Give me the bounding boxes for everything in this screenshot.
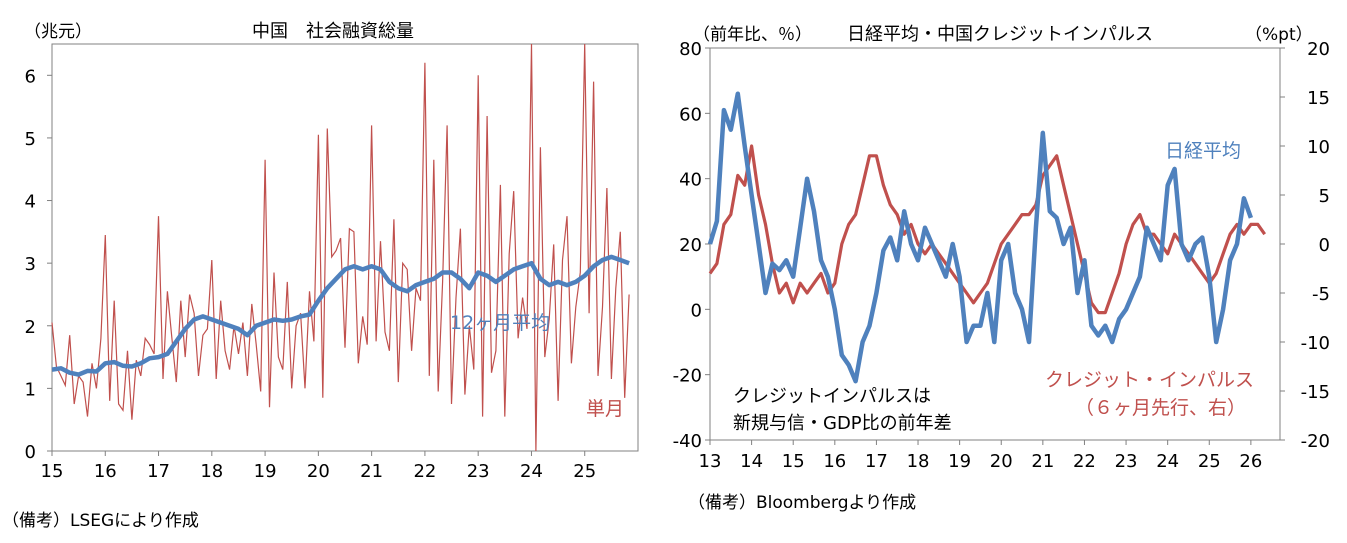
- right-right-y-tick-label: -20: [1301, 431, 1330, 452]
- right-right-y-tick-label: 10: [1307, 137, 1330, 158]
- right-source-note: （備考）Bloombergより作成: [688, 493, 917, 513]
- right-right-y-ticks: -20 -15 -10 -5 0 5 10 15 20: [1280, 39, 1330, 452]
- right-x-tick-label: 22: [1073, 451, 1096, 472]
- right-chart: （前年比、％） 日経平均・中国クレジットインパルス （%pt） -40 -20 0 2…: [673, 24, 1330, 472]
- right-left-y-tick-label: 0: [691, 300, 702, 321]
- left-y-tick-label: 4: [25, 192, 36, 213]
- left-chart-title: 中国 社会融資総量: [252, 21, 414, 42]
- left-x-tick-label: 16: [94, 461, 117, 482]
- left-x-tick-label: 15: [41, 461, 64, 482]
- right-right-axis-label: （%pt）: [1245, 25, 1313, 45]
- right-right-y-tick-label: 0: [1319, 235, 1330, 256]
- annotation-12month-avg: 12ヶ月平均: [450, 312, 550, 334]
- right-left-y-tick-label: 60: [679, 104, 702, 125]
- left-x-tick-label: 22: [413, 461, 436, 482]
- left-x-tick-label: 24: [520, 461, 543, 482]
- annotation-nikkei: 日経平均: [1165, 140, 1241, 162]
- left-source-note: （備考）LSEGにより作成: [2, 511, 199, 531]
- right-right-y-tick-label: 5: [1319, 186, 1330, 207]
- right-x-tick-label: 24: [1156, 451, 1179, 472]
- right-right-y-tick-label: -15: [1301, 382, 1330, 403]
- left-y-tick-label: 6: [25, 66, 36, 87]
- left-y-tick-label: 5: [25, 129, 36, 150]
- right-left-y-tick-label: -20: [673, 366, 702, 387]
- right-chart-title: 日経平均・中国クレジットインパルス: [847, 24, 1153, 45]
- left-x-tick-label: 19: [254, 461, 277, 482]
- left-series-monthly-line: [51, 43, 630, 452]
- annotation-credit-impulse-note: （６ヶ月先行、右）: [1075, 397, 1246, 419]
- right-left-y-tick-label: 80: [679, 39, 702, 60]
- left-x-ticks: 15 16 17 18 19 20 21 22 23 24 25: [41, 451, 596, 482]
- right-x-tick-label: 14: [740, 451, 763, 472]
- right-series-credit-impulse-line: [708, 144, 1267, 315]
- right-x-tick-label: 13: [699, 451, 722, 472]
- right-left-y-tick-label: 40: [679, 170, 702, 191]
- annotation-monthly: 単月: [586, 398, 624, 420]
- right-right-y-tick-label: 20: [1307, 39, 1330, 60]
- right-x-tick-label: 23: [1115, 451, 1138, 472]
- annotation-credit-impulse: クレジット・インパルス: [1045, 369, 1254, 391]
- annotation-definition-line2: 新規与信・GDP比の前年差: [733, 413, 952, 434]
- right-left-y-tick-label: -40: [673, 431, 702, 452]
- right-x-tick-label: 19: [948, 451, 971, 472]
- right-x-tick-label: 26: [1239, 451, 1262, 472]
- right-x-tick-label: 21: [1031, 451, 1054, 472]
- right-right-y-tick-label: -5: [1312, 284, 1330, 305]
- left-x-tick-label: 23: [467, 461, 490, 482]
- right-x-ticks: 13 14 15 16 17 18 19 20 21 22 23 24 25 26: [699, 440, 1262, 472]
- right-x-tick-label: 18: [907, 451, 930, 472]
- left-y-tick-label: 0: [25, 442, 36, 463]
- left-y-ticks: 0 1 2 3 4 5 6: [25, 66, 52, 463]
- right-x-tick-label: 15: [782, 451, 805, 472]
- right-right-y-tick-label: -10: [1301, 333, 1330, 354]
- left-unit-label: （兆元）: [24, 22, 92, 42]
- left-y-tick-label: 3: [25, 254, 36, 275]
- right-right-y-tick-label: 15: [1307, 88, 1330, 109]
- left-series-avg-line: [51, 254, 630, 377]
- right-left-y-tick-label: 20: [679, 235, 702, 256]
- right-x-tick-label: 16: [823, 451, 846, 472]
- left-x-tick-label: 18: [200, 461, 223, 482]
- right-series-nikkei-line: [707, 91, 1254, 384]
- left-y-tick-label: 1: [25, 379, 36, 400]
- left-x-tick-label: 17: [147, 461, 170, 482]
- right-x-tick-label: 25: [1198, 451, 1221, 472]
- left-x-tick-label: 20: [307, 461, 330, 482]
- right-x-tick-label: 17: [865, 451, 888, 472]
- left-x-tick-label: 21: [360, 461, 383, 482]
- left-plot-frame: [51, 43, 639, 452]
- annotation-definition-line1: クレジットインパルスは: [733, 386, 931, 407]
- right-x-tick-label: 20: [990, 451, 1013, 472]
- left-x-tick-label: 25: [573, 461, 596, 482]
- right-left-axis-label: （前年比、％）: [693, 25, 812, 45]
- right-left-y-ticks: -40 -20 0 20 40 60 80: [673, 39, 710, 452]
- left-y-tick-label: 2: [25, 317, 36, 338]
